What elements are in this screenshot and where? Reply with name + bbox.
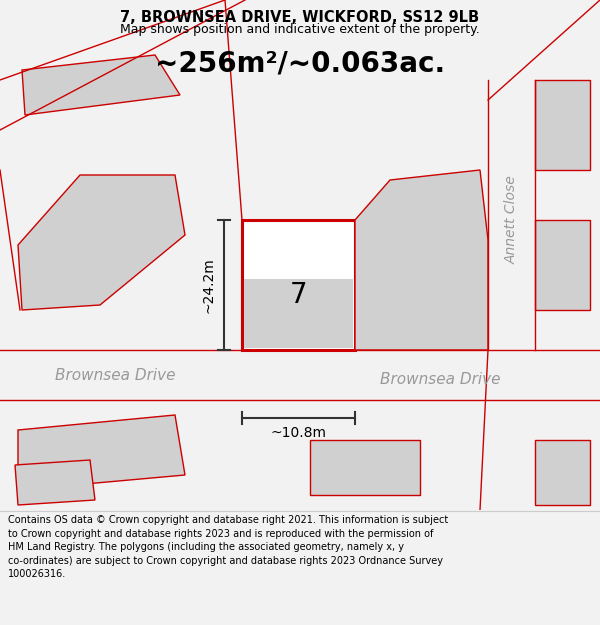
Text: Brownsea Drive: Brownsea Drive xyxy=(55,368,175,382)
Polygon shape xyxy=(15,460,95,505)
Bar xyxy=(244,279,353,348)
Text: Map shows position and indicative extent of the property.: Map shows position and indicative extent… xyxy=(120,23,480,36)
Polygon shape xyxy=(535,80,590,170)
Text: ~256m²/~0.063ac.: ~256m²/~0.063ac. xyxy=(155,50,445,78)
Polygon shape xyxy=(535,440,590,505)
Text: ~24.2m: ~24.2m xyxy=(201,257,215,313)
Polygon shape xyxy=(18,175,185,310)
Polygon shape xyxy=(310,440,420,495)
Polygon shape xyxy=(355,170,488,350)
Text: 7: 7 xyxy=(290,281,307,309)
Polygon shape xyxy=(535,220,590,310)
Text: Brownsea Drive: Brownsea Drive xyxy=(380,372,500,388)
Bar xyxy=(242,220,355,350)
Text: Contains OS data © Crown copyright and database right 2021. This information is : Contains OS data © Crown copyright and d… xyxy=(8,515,448,579)
Polygon shape xyxy=(18,415,185,490)
Text: ~10.8m: ~10.8m xyxy=(271,426,326,440)
Text: 7, BROWNSEA DRIVE, WICKFORD, SS12 9LB: 7, BROWNSEA DRIVE, WICKFORD, SS12 9LB xyxy=(121,10,479,25)
Polygon shape xyxy=(22,55,180,115)
Text: Annett Close: Annett Close xyxy=(505,176,518,264)
